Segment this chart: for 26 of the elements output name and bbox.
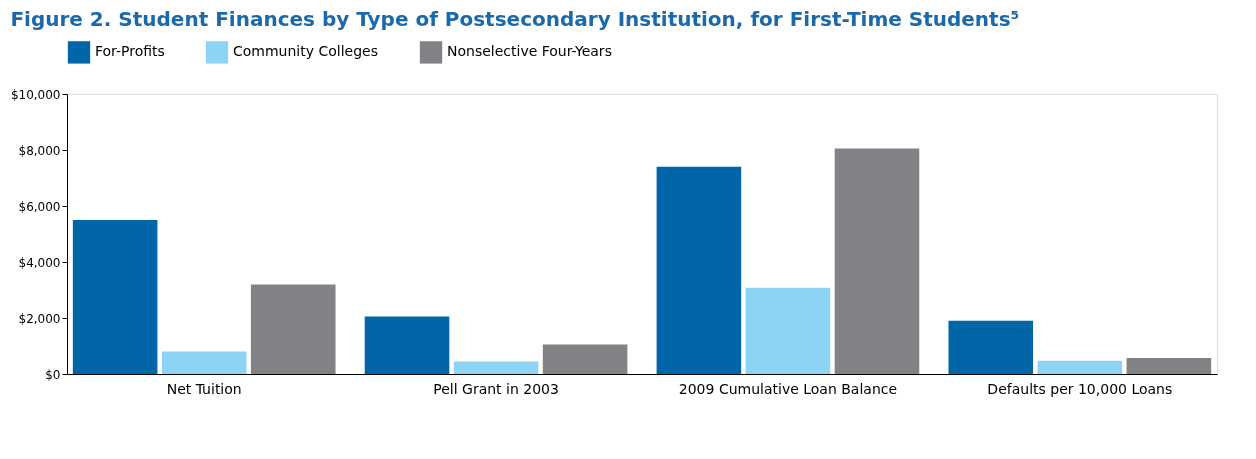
y-tick-label: $6,000 [18, 199, 61, 214]
x-tick-label: Net Tuition [166, 380, 242, 397]
y-tick-label: $4,000 [18, 255, 61, 270]
y-tick-label: $2,000 [18, 311, 61, 326]
bar [542, 344, 628, 374]
bar [250, 284, 336, 374]
bar [745, 287, 831, 374]
x-tick-label: 2009 Cumulative Loan Balance [678, 380, 898, 397]
bar [453, 361, 539, 374]
bar [656, 166, 742, 374]
bar [1037, 360, 1123, 374]
y-tick-label: $8,000 [18, 143, 61, 158]
x-tick-label: Pell Grant in 2003 [433, 380, 559, 397]
chart-title: Figure 2. Student Finances by Type of Postsecondary Institution, for First-Time Students⁵ [10, 7, 1020, 31]
bar [72, 220, 158, 374]
bar [364, 316, 450, 374]
bar [834, 148, 920, 374]
y-tick-label: $10,000 [10, 87, 61, 102]
bar [948, 320, 1034, 374]
x-tick-label: Defaults per 10,000 Loans [987, 380, 1173, 397]
bar [1126, 358, 1212, 374]
bar [161, 351, 247, 374]
legend-label: For-Profits [95, 43, 165, 60]
legend-label: Nonselective Four-Years [447, 43, 612, 60]
y-tick-label: $0 [45, 367, 61, 382]
legend-label: Community Colleges [233, 43, 379, 60]
